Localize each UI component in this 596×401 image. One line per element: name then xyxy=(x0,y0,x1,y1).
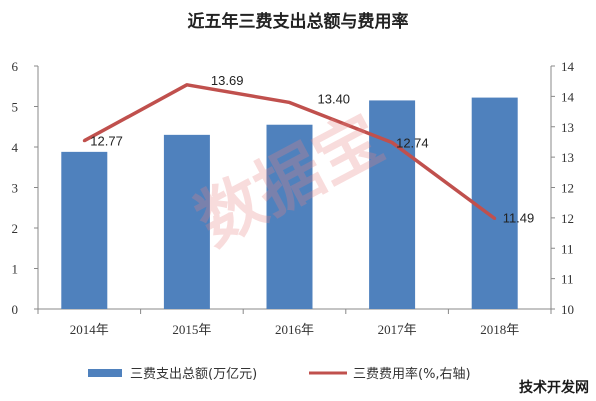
y-right-tick-label: 14 xyxy=(561,89,575,104)
x-tick-label: 2018年 xyxy=(480,322,519,337)
y-left-tick-label: 4 xyxy=(12,140,19,155)
y-right-tick-label: 11 xyxy=(561,272,574,287)
site-logo: 技术开发网 xyxy=(519,379,589,396)
x-tick-label: 2014年 xyxy=(70,322,109,337)
line-point xyxy=(390,141,394,145)
data-label: 13.69 xyxy=(211,73,244,88)
bar xyxy=(471,97,518,309)
legend: 三费支出总额(万亿元) 三费费用率(%,右轴) xyxy=(88,366,471,382)
x-tick-label: 2015年 xyxy=(172,322,211,337)
y-right-tick-label: 12 xyxy=(561,181,574,196)
line-point xyxy=(185,83,189,87)
y-left-tick-label: 5 xyxy=(12,100,19,115)
bar xyxy=(266,124,313,309)
data-label: 12.77 xyxy=(90,134,123,149)
legend-bar-swatch xyxy=(88,369,122,377)
y-left-tick-label: 3 xyxy=(12,181,19,196)
y-right-tick-label: 13 xyxy=(561,120,574,135)
x-tick-label: 2017年 xyxy=(378,322,417,337)
y-right-tick-label: 11 xyxy=(561,241,574,256)
data-label: 13.40 xyxy=(318,91,351,106)
bar xyxy=(163,134,210,309)
line-point xyxy=(493,216,497,220)
bar xyxy=(61,151,108,309)
chart-title: 近五年三费支出总额与费用率 xyxy=(188,11,409,32)
legend-bar-label: 三费支出总额(万亿元) xyxy=(130,367,257,382)
bar xyxy=(369,100,416,309)
y-right-tick-label: 14 xyxy=(561,59,575,74)
y-left-tick-label: 1 xyxy=(12,262,19,277)
data-label: 12.74 xyxy=(396,136,429,151)
y-left-tick-label: 6 xyxy=(12,59,19,74)
y-left-tick-label: 2 xyxy=(12,221,19,236)
data-label: 11.49 xyxy=(503,210,535,225)
x-tick-label: 2016年 xyxy=(275,322,314,337)
y-right-tick-label: 12 xyxy=(561,211,574,226)
y-right-tick-label: 10 xyxy=(561,302,574,317)
y-right-tick-label: 13 xyxy=(561,150,574,165)
legend-line-label: 三费费用率(%,右轴) xyxy=(353,366,471,382)
line-point xyxy=(82,139,86,143)
y-left-tick-label: 0 xyxy=(12,302,19,317)
line-point xyxy=(288,100,291,104)
